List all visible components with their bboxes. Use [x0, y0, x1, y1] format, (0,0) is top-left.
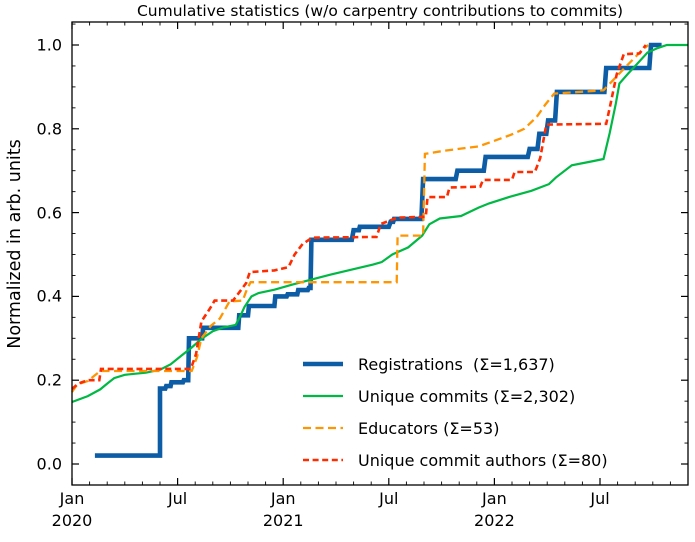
series-line-educators [71, 44, 650, 393]
legend-label-registrations: Registrations (Σ=1,637) [358, 354, 555, 374]
y-tick-label: 0.0 [36, 454, 62, 474]
x-tick-year-label: 2021 [262, 511, 304, 530]
plot-spines [71, 21, 689, 486]
legend-line-unique-commits [303, 394, 343, 398]
legend-label-unique-commit-authors: Unique commit authors (Σ=80) [358, 450, 608, 470]
y-tick-label: 0.6 [36, 203, 62, 223]
legend: Registrations (Σ=1,637) Unique commits (… [301, 352, 608, 472]
y-axis-label: Normalized in arb. units [5, 139, 25, 349]
series-line-unique-commit-authors [71, 44, 647, 390]
y-tick-label: 0.4 [36, 286, 62, 306]
x-tick-label: Jul [590, 489, 610, 508]
y-tick-label: 1.0 [36, 35, 62, 55]
x-tick-year-label: 2022 [474, 511, 515, 530]
legend-item-educators: Educators (Σ=53) [301, 416, 608, 440]
x-tick-label: Jan [270, 489, 296, 508]
legend-label-unique-commits: Unique commits (Σ=2,302) [358, 386, 576, 406]
x-tick-label: Jan [59, 489, 85, 508]
legend-item-unique-commits: Unique commits (Σ=2,302) [301, 384, 608, 408]
y-tick-label: 0.8 [36, 119, 62, 139]
x-tick-label: Jan [482, 489, 507, 508]
y-tick-label: 0.2 [36, 370, 62, 390]
legend-item-registrations: Registrations (Σ=1,637) [301, 352, 608, 376]
x-tick-year-label: 2020 [51, 511, 93, 530]
chart-title: Cumulative statistics (w/o carpentry con… [136, 2, 624, 20]
x-tick-label: Jul [379, 489, 399, 508]
series-line-unique-commits [71, 43, 688, 404]
legend-line-registrations [303, 361, 343, 367]
x-tick-label: Jul [167, 489, 188, 508]
legend-line-educators [303, 426, 343, 430]
series-line-registrations [94, 42, 662, 458]
legend-item-unique-commit-authors: Unique commit authors (Σ=80) [301, 448, 608, 472]
legend-line-unique-commit-authors [303, 458, 343, 462]
legend-label-educators: Educators (Σ=53) [358, 418, 500, 438]
